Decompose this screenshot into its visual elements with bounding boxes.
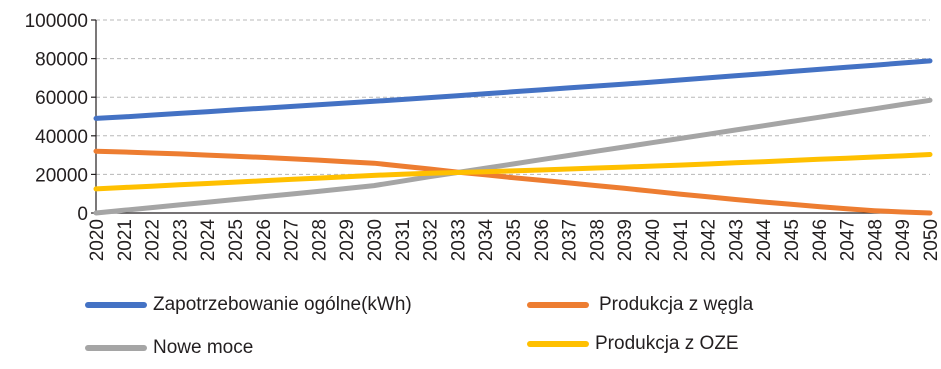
x-tick-label-2041: 2041 (671, 219, 692, 261)
x-tick-label-2032: 2032 (421, 219, 442, 261)
x-tick-label-2033: 2033 (448, 219, 469, 261)
x-tick-label-2035: 2035 (504, 219, 525, 261)
x-tick-label-2042: 2042 (699, 219, 720, 261)
x-tick-label-2036: 2036 (532, 219, 553, 261)
y-tick-label-80000: 80000 (35, 50, 88, 71)
y-tick-label-60000: 60000 (35, 88, 88, 109)
x-tick-label-2038: 2038 (587, 219, 608, 261)
x-tick-label-2049: 2049 (893, 219, 914, 261)
x-tick-label-2020: 2020 (87, 219, 108, 261)
x-tick-label-2037: 2037 (560, 219, 581, 261)
series-line-nowe-moce (93, 97, 933, 216)
x-tick-label-2046: 2046 (810, 219, 831, 261)
x-tick-label-2043: 2043 (726, 219, 747, 261)
series-line-zapotrzebowanie-ogolne-kwh (93, 58, 933, 121)
x-tick-label-2025: 2025 (226, 219, 247, 261)
x-tick-label-2047: 2047 (838, 219, 859, 261)
x-tick-label-2050: 2050 (921, 219, 941, 261)
x-tick-label-2026: 2026 (254, 219, 275, 261)
series-line-produkcja-z-wegla (93, 148, 933, 216)
y-tick-label-100000: 100000 (25, 11, 88, 32)
x-tick-label-2034: 2034 (476, 219, 497, 262)
y-tick-label-40000: 40000 (35, 127, 88, 148)
x-tick-label-2030: 2030 (365, 219, 386, 261)
x-tick-label-2027: 2027 (282, 219, 303, 261)
x-tick-label-2024: 2024 (198, 219, 219, 262)
x-tick-label-2029: 2029 (337, 219, 358, 261)
x-tick-label-2045: 2045 (782, 219, 803, 261)
series-line-produkcja-z-oze (93, 152, 933, 192)
y-tick-label-0: 0 (77, 204, 88, 225)
x-tick-label-2048: 2048 (865, 219, 886, 261)
x-tick-label-2028: 2028 (309, 219, 330, 261)
x-tick-label-2021: 2021 (115, 219, 136, 261)
x-tick-label-2040: 2040 (643, 219, 664, 261)
x-tick-label-2039: 2039 (615, 219, 636, 261)
x-tick-label-2023: 2023 (170, 219, 191, 261)
x-tick-label-2022: 2022 (143, 219, 164, 261)
x-tick-label-2031: 2031 (393, 219, 414, 261)
x-tick-label-2044: 2044 (754, 219, 775, 262)
y-tick-label-20000: 20000 (35, 165, 88, 186)
